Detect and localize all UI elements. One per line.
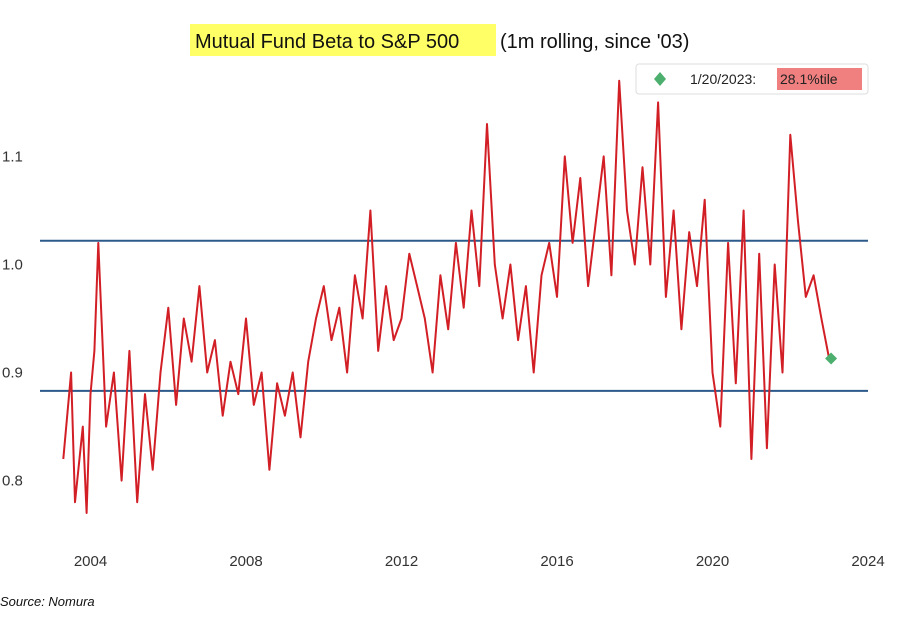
x-tick-label: 2020	[696, 553, 729, 570]
legend-marker-icon	[654, 72, 666, 86]
latest-value-marker	[825, 352, 838, 365]
legend-date: 1/20/2023:	[690, 71, 756, 87]
legend: 1/20/2023: 28.1%tile	[635, 63, 869, 95]
marker-layer	[825, 352, 838, 365]
legend-value-highlight	[777, 68, 862, 90]
title-highlight	[190, 24, 496, 56]
source-note: Source: Nomura	[0, 594, 95, 609]
y-axis-ticks: 0.8 0.9 1.0 1.1	[2, 148, 23, 489]
x-tick-label: 2008	[229, 553, 262, 570]
chart-title: Mutual Fund Beta to S&P 500	[195, 31, 459, 53]
chart-title-suffix: (1m rolling, since '03)	[500, 31, 689, 53]
x-tick-label: 2012	[385, 553, 418, 570]
x-tick-label: 2016	[540, 553, 573, 570]
x-axis-ticks: 2004 2008 2012 2016 2020 2024	[74, 553, 885, 570]
y-tick-label: 1.0	[2, 256, 23, 273]
y-tick-label: 0.9	[2, 365, 23, 382]
series-line	[62, 79, 831, 514]
series-layer	[62, 79, 831, 514]
y-tick-label: 0.8	[2, 473, 23, 490]
y-tick-label: 1.1	[2, 148, 23, 165]
x-tick-label: 2024	[851, 553, 884, 570]
legend-value: 28.1%tile	[780, 71, 838, 87]
x-tick-label: 2004	[74, 553, 107, 570]
